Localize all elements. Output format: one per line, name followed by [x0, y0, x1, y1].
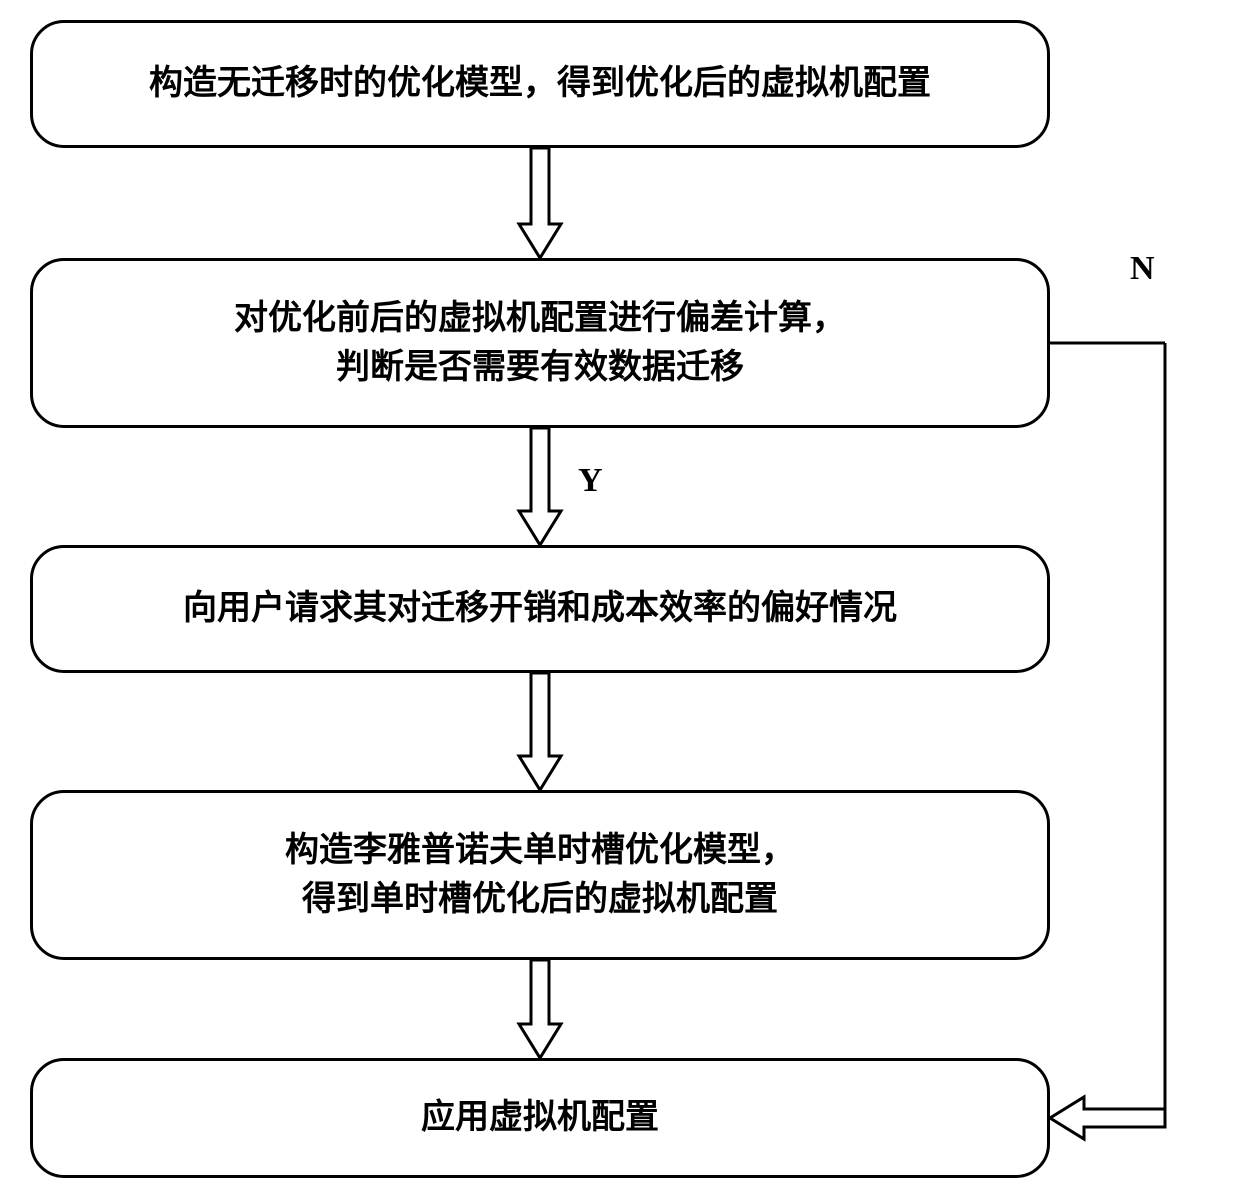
flow-node-2-line2: 判断是否需要有效数据迁移 [336, 343, 744, 392]
flow-node-4-line1: 构造李雅普诺夫单时槽优化模型， [285, 826, 795, 875]
flow-node-4: 构造李雅普诺夫单时槽优化模型， 得到单时槽优化后的虚拟机配置 [30, 790, 1050, 960]
flow-node-5: 应用虚拟机配置 [30, 1058, 1050, 1178]
label-yes: Y [578, 462, 603, 500]
flow-node-1: 构造无迁移时的优化模型，得到优化后的虚拟机配置 [30, 20, 1050, 148]
flow-node-2-line1: 对优化前后的虚拟机配置进行偏差计算， [234, 294, 846, 343]
label-no: N [1130, 250, 1155, 288]
flow-node-2: 对优化前后的虚拟机配置进行偏差计算， 判断是否需要有效数据迁移 [30, 258, 1050, 428]
flow-node-1-line1: 构造无迁移时的优化模型，得到优化后的虚拟机配置 [149, 59, 931, 108]
flow-node-3: 向用户请求其对迁移开销和成本效率的偏好情况 [30, 545, 1050, 673]
flow-node-4-line2: 得到单时槽优化后的虚拟机配置 [302, 875, 778, 924]
flow-node-3-line1: 向用户请求其对迁移开销和成本效率的偏好情况 [183, 584, 897, 633]
flow-node-5-line1: 应用虚拟机配置 [421, 1093, 659, 1142]
